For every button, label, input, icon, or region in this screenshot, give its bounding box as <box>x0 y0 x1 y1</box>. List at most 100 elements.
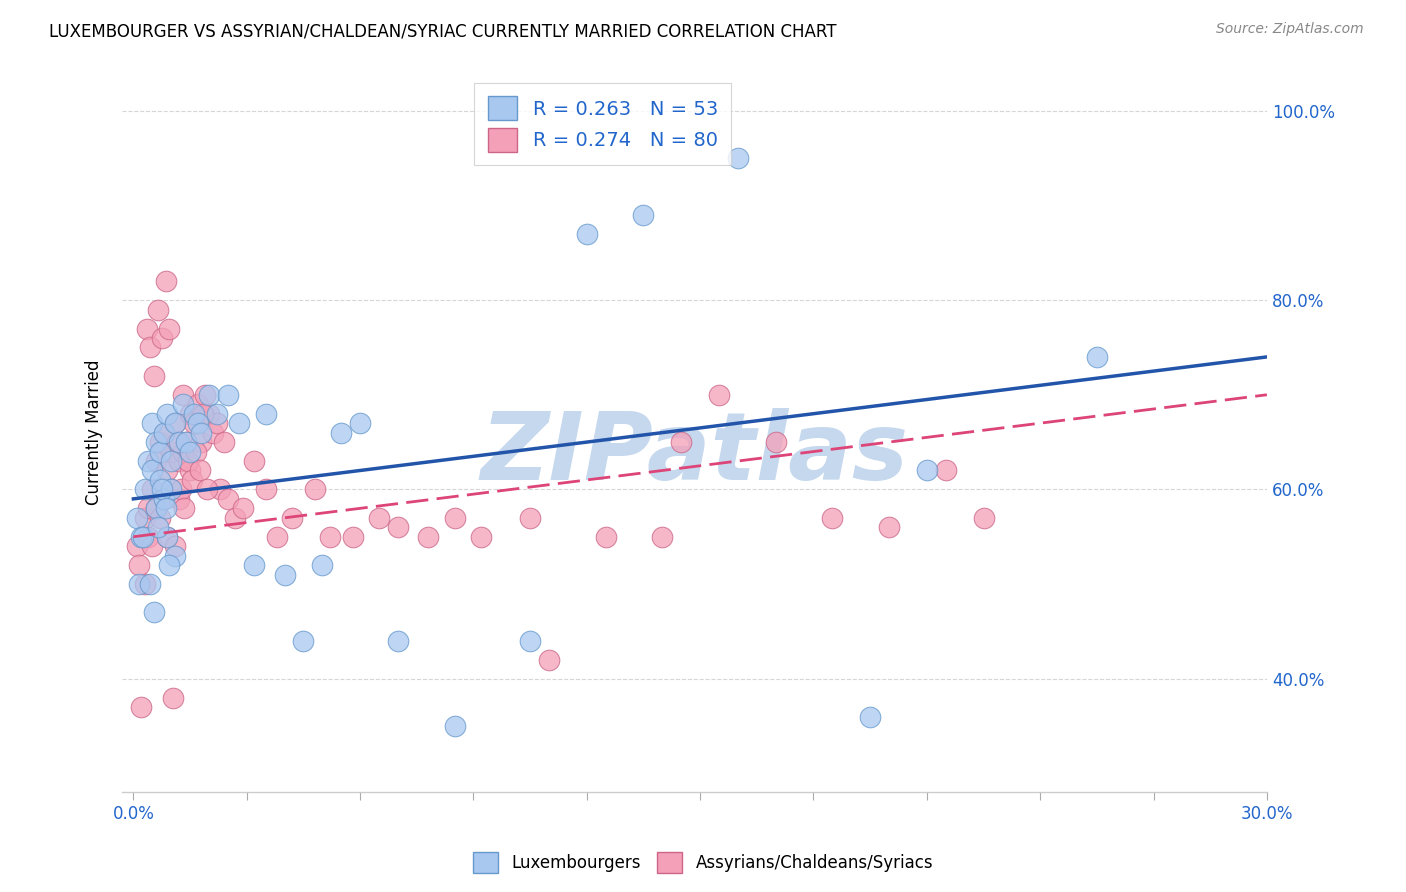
Point <box>575 227 598 241</box>
Y-axis label: Currently Married: Currently Married <box>86 359 103 506</box>
Point <box>160 483 183 497</box>
Point <box>172 388 194 402</box>
Point <box>349 416 371 430</box>
Point <box>183 416 205 430</box>
Point <box>232 501 254 516</box>
Point <box>150 331 173 345</box>
Point <box>387 633 409 648</box>
Point <box>134 577 156 591</box>
Point <box>152 491 174 506</box>
Point <box>167 454 190 468</box>
Point <box>254 483 277 497</box>
Point <box>163 416 186 430</box>
Point <box>537 653 560 667</box>
Point <box>193 407 215 421</box>
Legend: R = 0.263   N = 53, R = 0.274   N = 80: R = 0.263 N = 53, R = 0.274 N = 80 <box>474 83 731 165</box>
Point <box>519 511 541 525</box>
Point <box>281 511 304 525</box>
Point <box>727 151 749 165</box>
Point <box>973 511 995 525</box>
Point <box>266 530 288 544</box>
Point <box>209 483 232 497</box>
Point <box>149 435 172 450</box>
Point <box>134 511 156 525</box>
Point <box>166 435 188 450</box>
Point <box>205 407 228 421</box>
Point <box>671 435 693 450</box>
Point <box>915 463 938 477</box>
Point <box>146 520 169 534</box>
Point <box>145 501 167 516</box>
Point <box>127 511 149 525</box>
Text: LUXEMBOURGER VS ASSYRIAN/CHALDEAN/SYRIAC CURRENTLY MARRIED CORRELATION CHART: LUXEMBOURGER VS ASSYRIAN/CHALDEAN/SYRIAC… <box>49 22 837 40</box>
Point <box>935 463 957 477</box>
Point <box>145 435 167 450</box>
Point <box>177 454 200 468</box>
Point <box>254 407 277 421</box>
Point <box>145 454 167 468</box>
Point <box>859 709 882 723</box>
Point <box>633 208 655 222</box>
Point <box>198 388 221 402</box>
Point <box>190 425 212 440</box>
Point <box>149 473 172 487</box>
Point <box>707 388 730 402</box>
Point <box>217 388 239 402</box>
Point <box>877 520 900 534</box>
Point <box>143 606 166 620</box>
Point <box>155 501 177 516</box>
Point <box>127 539 149 553</box>
Point <box>243 558 266 573</box>
Point <box>228 416 250 430</box>
Point <box>174 435 197 450</box>
Point <box>368 511 391 525</box>
Point <box>160 454 183 468</box>
Point <box>443 511 465 525</box>
Point <box>292 633 315 648</box>
Point <box>179 463 201 477</box>
Point <box>138 454 160 468</box>
Point <box>651 530 673 544</box>
Point <box>195 483 218 497</box>
Point <box>167 491 190 506</box>
Point <box>139 341 162 355</box>
Point <box>821 511 844 525</box>
Point <box>160 483 183 497</box>
Point <box>141 539 163 553</box>
Point <box>156 463 179 477</box>
Point <box>765 435 787 450</box>
Point <box>149 511 172 525</box>
Point <box>156 530 179 544</box>
Legend: Luxembourgers, Assyrians/Chaldeans/Syriacs: Luxembourgers, Assyrians/Chaldeans/Syria… <box>467 846 939 880</box>
Point <box>184 444 207 458</box>
Point <box>163 416 186 430</box>
Point <box>217 491 239 506</box>
Point <box>167 435 190 450</box>
Point <box>129 700 152 714</box>
Point <box>152 425 174 440</box>
Point <box>129 530 152 544</box>
Point <box>141 416 163 430</box>
Point <box>179 444 201 458</box>
Point <box>212 435 235 450</box>
Point <box>224 511 246 525</box>
Point <box>205 416 228 430</box>
Point <box>183 407 205 421</box>
Point <box>519 633 541 648</box>
Point <box>181 473 204 487</box>
Point <box>157 321 180 335</box>
Point <box>273 567 295 582</box>
Point <box>169 483 191 497</box>
Point <box>243 454 266 468</box>
Point <box>141 483 163 497</box>
Point <box>152 491 174 506</box>
Point <box>201 425 224 440</box>
Point <box>128 558 150 573</box>
Point <box>172 444 194 458</box>
Point <box>1085 350 1108 364</box>
Text: Source: ZipAtlas.com: Source: ZipAtlas.com <box>1216 22 1364 37</box>
Point <box>156 407 179 421</box>
Point <box>134 483 156 497</box>
Point <box>160 444 183 458</box>
Point <box>152 425 174 440</box>
